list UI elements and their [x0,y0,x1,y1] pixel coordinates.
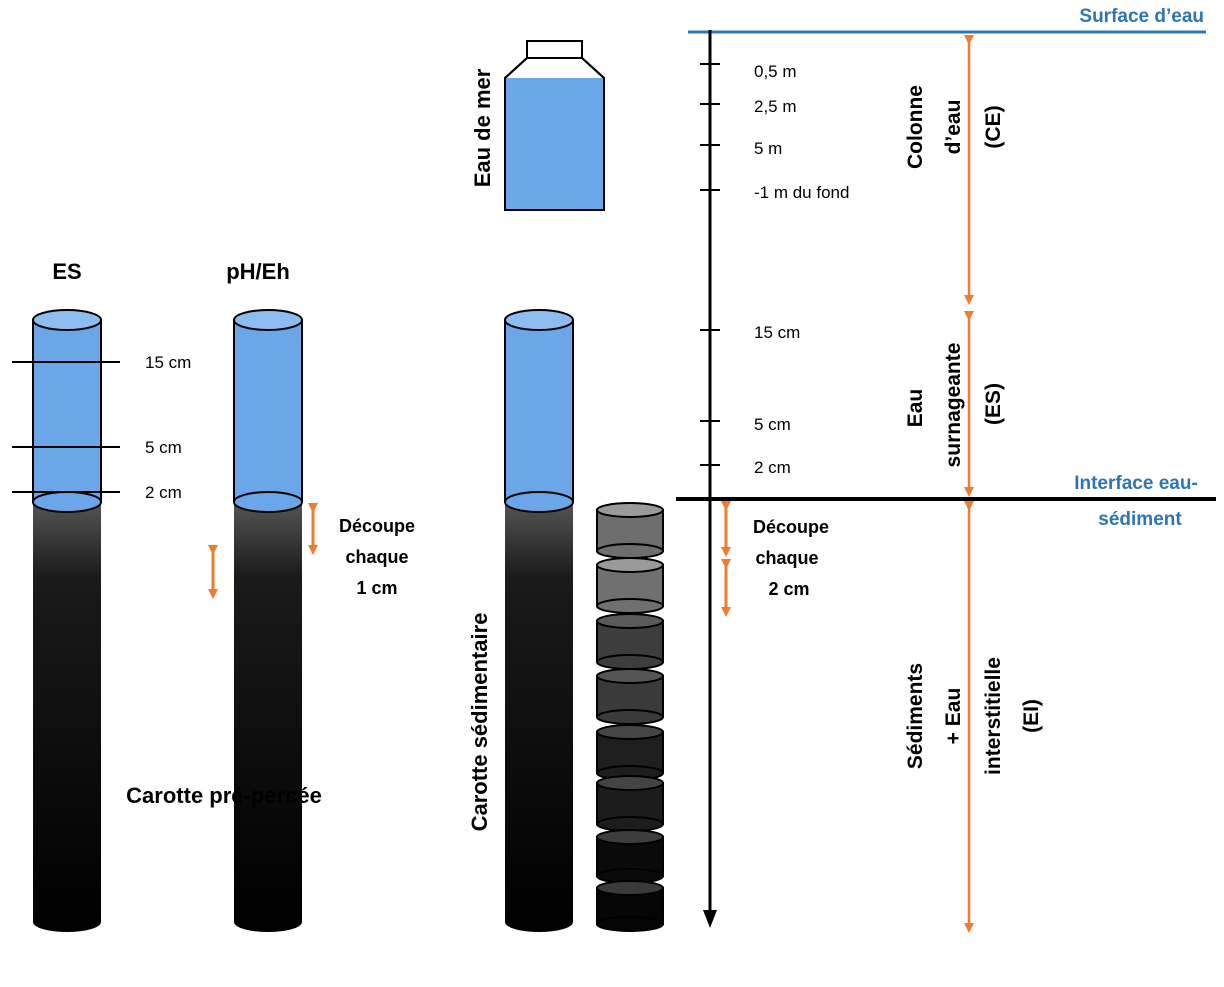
depth-axis [700,30,720,928]
slice-3 [596,613,664,670]
ph-eh-core-title: pH/Eh [226,259,290,284]
zone-ce-line3: (CE) [982,105,1005,148]
cut-2cm-line1: Découpe [753,517,829,537]
zone-es-line3: (ES) [982,383,1005,425]
zone-es-line1: Eau [904,389,927,428]
sediment-core-label: Carotte sédimentaire [467,613,492,832]
zone-ei-line4: (EI) [1020,699,1043,733]
slice-2 [596,557,664,614]
slice-8 [596,880,664,932]
depth-label-5cm: 5 cm [145,438,182,457]
cut-1cm-line3: 1 cm [356,578,397,598]
sediment-core [504,309,574,932]
slice-4 [596,668,664,725]
zone-ce-line1: Colonne [904,85,927,169]
cut-2cm-line3: 2 cm [768,579,809,599]
zone-ce-line2: d’eau [942,100,965,155]
slice-1 [596,502,664,559]
slice-5 [596,724,664,781]
cut-1cm-arrows [208,503,318,599]
water-surface-label: Surface d’eau [1079,6,1204,27]
pre-drilled-core-caption: Carotte pré-percée [126,783,322,808]
tick-label-5m: 5 m [754,139,782,158]
tick-label-2-5m: 2,5 m [754,97,797,116]
tick-label-1m-from-bottom: -1 m du fond [754,183,849,202]
seawater-label: Eau de mer [470,68,495,187]
tick-label-5cm: 5 cm [754,415,791,434]
es-core-title: ES [52,259,81,284]
slice-7 [596,829,664,884]
sediment-slices [596,502,664,932]
depth-label-15cm: 15 cm [145,353,191,372]
interface-label-line1: Interface eau- [1074,473,1198,494]
cut-1cm-line1: Découpe [339,516,415,536]
tick-label-0-5m: 0,5 m [754,62,797,81]
core-es [12,309,120,932]
zone-es-line2: surnageante [942,343,965,468]
cut-1cm-line2: chaque [345,547,408,567]
depth-label-2cm: 2 cm [145,483,182,502]
slice-6 [596,775,664,832]
zone-ei-line3: interstitielle [982,657,1005,775]
cut-2cm-line2: chaque [755,548,818,568]
core-ph-eh [233,309,303,932]
interface-label-line2: sédiment [1098,509,1182,530]
tick-label-15cm: 15 cm [754,323,800,342]
tick-label-2cm: 2 cm [754,458,791,477]
zone-ei-line1: Sédiments [904,663,927,769]
zone-ei-line2: + Eau [942,688,965,745]
seawater-bottle [504,40,605,211]
